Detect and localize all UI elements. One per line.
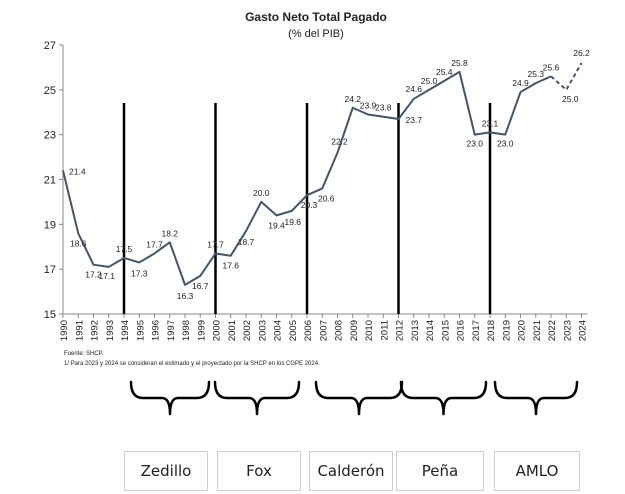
data-label: 18.7 bbox=[238, 237, 255, 247]
x-tick-label: 2014 bbox=[425, 320, 436, 341]
chart-title: Gasto Neto Total Pagado bbox=[245, 10, 387, 24]
series-line-actual bbox=[62, 70, 552, 286]
data-label: 26.2 bbox=[573, 48, 590, 58]
x-tick-label: 1996 bbox=[151, 320, 162, 341]
data-label: 17.7 bbox=[146, 239, 163, 249]
x-tick-label: 2002 bbox=[242, 320, 253, 341]
data-label: 25.6 bbox=[543, 62, 560, 72]
data-label: 20.0 bbox=[253, 188, 270, 198]
data-label: 17.3 bbox=[131, 268, 148, 278]
data-label: 23.8 bbox=[375, 103, 392, 113]
data-label: 17.7 bbox=[207, 239, 224, 249]
admin-label-zedillo: Zedillo bbox=[124, 451, 208, 491]
x-tick-label: 2005 bbox=[288, 320, 299, 341]
admin-label-fox: Fox bbox=[217, 451, 301, 491]
data-label: 17.2 bbox=[85, 270, 102, 280]
data-label: 24.2 bbox=[344, 94, 361, 104]
y-tick-label: 25 bbox=[44, 85, 56, 97]
data-label: 24.6 bbox=[405, 84, 422, 94]
curly-brace bbox=[129, 380, 211, 416]
data-label: 25.3 bbox=[527, 69, 544, 79]
x-tick-label: 2007 bbox=[318, 320, 329, 341]
x-tick-label: 1997 bbox=[166, 320, 177, 341]
data-label: 18.2 bbox=[161, 228, 178, 238]
data-label: 23.0 bbox=[466, 139, 483, 149]
x-tick-label: 2008 bbox=[334, 320, 345, 341]
x-tick-label: 1994 bbox=[120, 320, 131, 341]
x-tick-label: 2020 bbox=[517, 320, 528, 341]
data-label: 21.4 bbox=[69, 167, 86, 177]
data-label: 25.0 bbox=[421, 76, 438, 86]
data-label: 23.7 bbox=[406, 115, 423, 125]
admin-label-pena: Peña bbox=[396, 451, 484, 491]
x-tick-label: 2006 bbox=[303, 320, 314, 341]
y-tick-label: 15 bbox=[44, 309, 56, 321]
x-tick-label: 2004 bbox=[273, 320, 284, 341]
data-label: 17.6 bbox=[222, 261, 239, 271]
period-dividers bbox=[122, 103, 492, 314]
y-axis-ticks: 15 17 19 21 23 25 27 bbox=[44, 40, 63, 321]
data-label: 17.1 bbox=[98, 271, 115, 281]
data-label: 25.0 bbox=[562, 94, 579, 104]
data-label: 16.7 bbox=[192, 281, 209, 291]
x-tick-label: 2012 bbox=[395, 320, 406, 341]
footnote: 1/ Para 2023 y 2024 se consideran el est… bbox=[64, 361, 320, 367]
data-label: 23.1 bbox=[482, 118, 499, 128]
data-label: 24.9 bbox=[512, 78, 529, 88]
x-tick-label: 2011 bbox=[379, 320, 390, 340]
data-label: 25.8 bbox=[451, 58, 468, 68]
data-label: 23.9 bbox=[360, 100, 377, 110]
data-label: 19.6 bbox=[284, 217, 301, 227]
curly-brace bbox=[399, 380, 488, 416]
data-labels: 21.418.617.217.117.517.317.718.216.316.7… bbox=[69, 48, 590, 301]
x-tick-label: 2013 bbox=[410, 320, 421, 341]
x-tick-label: 2015 bbox=[440, 320, 451, 341]
x-tick-label: 1995 bbox=[135, 320, 146, 341]
y-tick-label: 27 bbox=[44, 40, 56, 52]
curly-brace bbox=[314, 380, 404, 416]
period-braces bbox=[129, 380, 579, 416]
x-tick-label: 1993 bbox=[105, 320, 116, 341]
x-tick-label: 2019 bbox=[501, 320, 512, 341]
x-tick-label: 2001 bbox=[227, 320, 238, 341]
data-label: 16.3 bbox=[177, 291, 194, 301]
data-label: 19.4 bbox=[268, 220, 285, 230]
y-tick-label: 19 bbox=[44, 219, 56, 231]
admin-label-amlo: AMLO bbox=[494, 451, 580, 491]
x-tick-label: 1998 bbox=[181, 320, 192, 341]
source-note: Fuente: SHCP. bbox=[64, 351, 104, 357]
y-tick-label: 21 bbox=[44, 175, 56, 187]
x-tick-label: 2023 bbox=[562, 320, 573, 341]
data-label: 18.6 bbox=[70, 238, 87, 248]
data-label: 25.4 bbox=[436, 67, 453, 77]
data-label: 20.6 bbox=[318, 193, 335, 203]
x-tick-label: 2022 bbox=[547, 320, 558, 341]
x-tick-label: 1992 bbox=[90, 320, 101, 341]
x-tick-label: 2021 bbox=[532, 320, 543, 341]
x-tick-label: 2016 bbox=[456, 320, 467, 341]
series-line bbox=[62, 62, 583, 286]
x-tick-label: 1990 bbox=[59, 320, 70, 341]
curly-brace bbox=[213, 380, 301, 416]
x-tick-label: 1991 bbox=[74, 320, 85, 341]
x-tick-label: 2024 bbox=[578, 320, 589, 341]
x-axis-ticks: 1990 1991 1992 1993 1994 1995 1996 1997 1998 1999… bbox=[59, 314, 589, 341]
x-tick-label: 2003 bbox=[257, 320, 268, 341]
x-tick-label: 2010 bbox=[364, 320, 375, 341]
x-tick-label: 2017 bbox=[471, 320, 482, 341]
data-label: 17.5 bbox=[116, 244, 133, 254]
chart-subtitle: (% del PIB) bbox=[288, 28, 344, 40]
data-label: 23.0 bbox=[497, 139, 514, 149]
x-tick-label: 1999 bbox=[196, 320, 207, 341]
data-label: 22.2 bbox=[331, 137, 348, 147]
x-tick-label: 2018 bbox=[486, 320, 497, 341]
admin-label-calderon: Calderón bbox=[309, 451, 393, 491]
data-label: 20.3 bbox=[301, 200, 318, 210]
curly-brace bbox=[493, 380, 579, 416]
y-tick-label: 23 bbox=[44, 130, 56, 142]
x-tick-label: 2009 bbox=[349, 320, 360, 341]
x-tick-label: 2000 bbox=[212, 320, 223, 341]
y-tick-label: 17 bbox=[44, 264, 56, 276]
